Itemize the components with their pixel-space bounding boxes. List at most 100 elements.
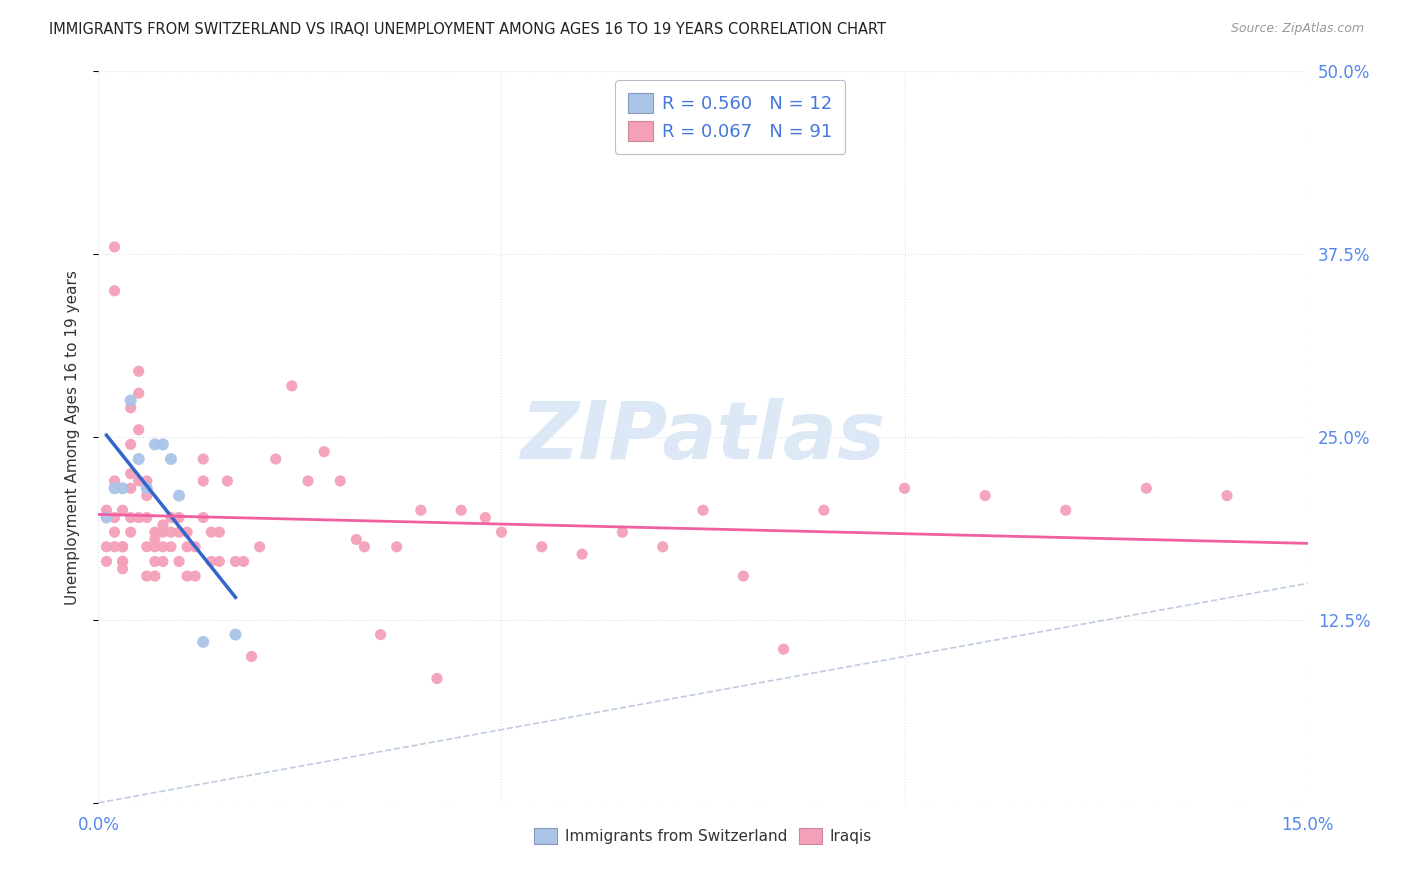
Point	[96, 510, 118, 524]
Point	[370, 627, 392, 641]
Point	[128, 386, 150, 401]
Point	[193, 474, 215, 488]
Point	[143, 569, 166, 583]
Point	[103, 540, 125, 554]
Point	[135, 481, 157, 495]
Point	[152, 517, 174, 532]
Point	[249, 540, 271, 554]
Point	[193, 510, 215, 524]
Point	[184, 569, 207, 583]
Point	[813, 503, 835, 517]
Point	[344, 533, 367, 547]
Point	[160, 540, 183, 554]
Point	[772, 642, 794, 657]
Point	[733, 569, 755, 583]
Point	[281, 379, 304, 393]
Point	[651, 540, 673, 554]
Point	[135, 569, 157, 583]
Point	[530, 540, 553, 554]
Point	[426, 672, 449, 686]
Point	[128, 364, 150, 378]
Point	[103, 510, 125, 524]
Point	[152, 437, 174, 451]
Text: IMMIGRANTS FROM SWITZERLAND VS IRAQI UNEMPLOYMENT AMONG AGES 16 TO 19 YEARS CORR: IMMIGRANTS FROM SWITZERLAND VS IRAQI UNE…	[49, 22, 886, 37]
Point	[120, 481, 142, 495]
Point	[224, 554, 246, 568]
Point	[143, 554, 166, 568]
Point	[200, 554, 222, 568]
Text: ZIPatlas: ZIPatlas	[520, 398, 886, 476]
Point	[176, 569, 198, 583]
Point	[385, 540, 408, 554]
Point	[103, 525, 125, 540]
Point	[128, 423, 150, 437]
Point	[128, 452, 150, 467]
Point	[450, 503, 472, 517]
Point	[143, 540, 166, 554]
Point	[893, 481, 915, 495]
Point	[193, 452, 215, 467]
Point	[240, 649, 263, 664]
Point	[167, 489, 190, 503]
Point	[167, 525, 190, 540]
Point	[120, 401, 142, 415]
Point	[612, 525, 634, 540]
Point	[264, 452, 287, 467]
Point	[329, 474, 352, 488]
Point	[103, 474, 125, 488]
Point	[160, 510, 183, 524]
Point	[474, 510, 496, 524]
Point	[208, 554, 231, 568]
Point	[120, 510, 142, 524]
Point	[111, 554, 134, 568]
Point	[692, 503, 714, 517]
Point	[135, 540, 157, 554]
Point	[135, 474, 157, 488]
Point	[571, 547, 593, 561]
Point	[111, 540, 134, 554]
Point	[217, 474, 239, 488]
Point	[143, 437, 166, 451]
Point	[176, 525, 198, 540]
Point	[96, 540, 118, 554]
Point	[111, 503, 134, 517]
Point	[491, 525, 513, 540]
Point	[167, 510, 190, 524]
Point	[111, 562, 134, 576]
Point	[160, 452, 183, 467]
Point	[152, 525, 174, 540]
Point	[120, 525, 142, 540]
Point	[120, 467, 142, 481]
Point	[974, 489, 997, 503]
Point	[120, 437, 142, 451]
Point	[167, 554, 190, 568]
Point	[96, 554, 118, 568]
Point	[224, 627, 246, 641]
Point	[314, 444, 336, 458]
Point	[143, 533, 166, 547]
Point	[184, 540, 207, 554]
Point	[111, 554, 134, 568]
Point	[120, 393, 142, 408]
Point	[1135, 481, 1157, 495]
Point	[353, 540, 375, 554]
Point	[160, 525, 183, 540]
Legend: Immigrants from Switzerland, Iraqis: Immigrants from Switzerland, Iraqis	[527, 822, 879, 850]
Point	[128, 510, 150, 524]
Point	[103, 240, 125, 254]
Point	[96, 503, 118, 517]
Point	[135, 481, 157, 495]
Point	[1216, 489, 1239, 503]
Point	[409, 503, 432, 517]
Point	[103, 481, 125, 495]
Point	[143, 525, 166, 540]
Y-axis label: Unemployment Among Ages 16 to 19 years: Unemployment Among Ages 16 to 19 years	[65, 269, 80, 605]
Point	[128, 474, 150, 488]
Point	[135, 510, 157, 524]
Point	[232, 554, 254, 568]
Point	[152, 540, 174, 554]
Point	[208, 525, 231, 540]
Point	[176, 540, 198, 554]
Point	[200, 525, 222, 540]
Point	[1054, 503, 1077, 517]
